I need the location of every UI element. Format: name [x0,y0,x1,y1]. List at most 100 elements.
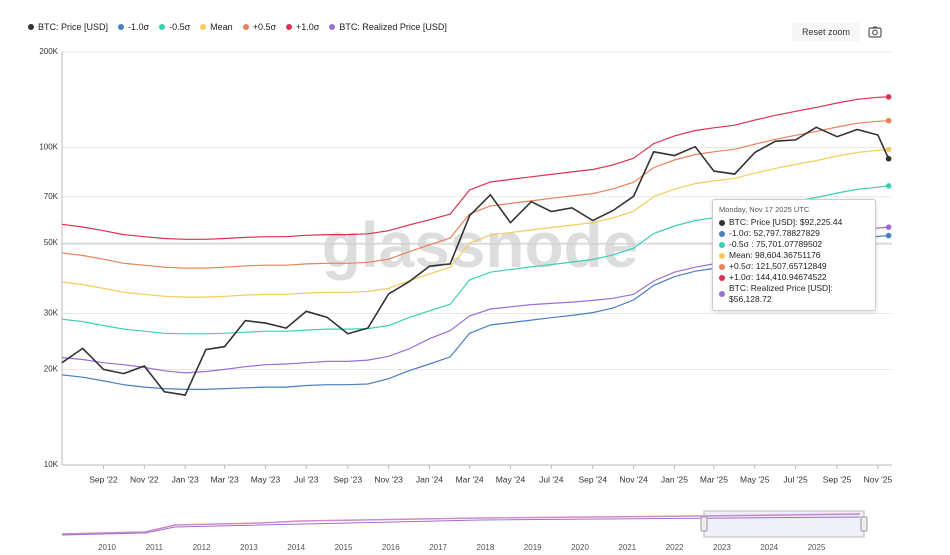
navigator-year: 2011 [146,543,164,552]
x-tick-label: Jul '25 [783,474,808,484]
navigator [61,510,892,538]
navigator-window[interactable] [703,510,865,538]
legend-item[interactable]: -1.0σ [118,22,149,32]
navigator-year: 2022 [666,543,684,552]
tooltip-swatch [719,241,725,248]
legend-swatch [200,24,207,30]
x-tick-label: Nov '25 [864,474,893,484]
legend-item[interactable]: -0.5σ [159,22,190,32]
x-tick-label: Jul '24 [539,474,564,484]
navigator-bg [62,512,892,536]
tooltip: Monday, Nov 17 2025 UTC BTC: Price [USD]:… [712,199,876,311]
legend-label: +1.0σ [296,22,320,32]
x-tick-label: Mar '24 [456,474,484,484]
navigator-year: 2020 [571,543,589,552]
x-tick-label: Sep '22 [89,474,118,484]
y-tick-label: 70K [44,192,59,201]
navigator-year: 2018 [477,543,495,552]
navigator-line [61,513,861,535]
x-tick-label: Sep '23 [334,474,363,484]
tooltip-swatch [719,274,725,281]
tooltip-row: +0.5σ: 121,507.65712849 [719,261,869,272]
navigator-year: 2025 [808,543,826,552]
legend-swatch [28,24,34,30]
navigator-year: 2010 [98,543,116,552]
legend-item[interactable]: Mean [200,22,233,32]
navigator-year: 2016 [382,543,400,552]
end-marker [885,232,892,239]
tooltip-swatch [719,252,725,259]
x-tick-label: Mar '23 [211,474,239,484]
end-marker [885,146,892,153]
x-tick-label: May '25 [740,474,770,484]
tooltip-row: +1.0σ: 144,410.94674522 [719,272,869,283]
tooltip-text: BTC: Price [USD]: $92,225.44 [729,217,843,227]
navigator-line [61,516,861,536]
x-tick-label: May '23 [251,474,281,484]
legend-label: +0.5σ [252,22,277,32]
end-marker [885,155,892,162]
y-tick-label: 100K [39,143,58,152]
legend-swatch [286,24,293,30]
tooltip-row: BTC: Realized Price [USD]: $56,128.72 [719,283,869,305]
y-tick-label: 20K [44,365,59,374]
legend-swatch [118,24,125,30]
end-marker [885,183,892,189]
legend-label: -1.0σ [128,22,150,32]
y-tick-label: 30K [44,309,59,318]
tooltip-text: BTC: Realized Price [USD]: $56,128.72 [729,283,833,304]
x-tick-label: Jan '25 [661,474,688,484]
tooltip-row: -1.0σ: 52,797.78827829 [719,228,869,239]
tooltip-text: Mean: 98,604.36751176 [729,250,821,260]
end-marker [885,224,892,230]
x-tick-label: Sep '25 [823,474,852,484]
y-tick-label: 50K [44,238,59,247]
navigator-year: 2024 [760,543,778,552]
legend-swatch [159,24,166,30]
tooltip-row: Mean: 98,604.36751176 [719,250,869,261]
camera-icon[interactable] [866,24,884,40]
end-marker [885,117,892,124]
legend-label: -0.5σ [169,22,191,32]
tooltip-row: BTC: Price [USD]: $92,225.44 [719,217,869,228]
x-tick-label: Nov '22 [130,474,159,484]
navigator-handle[interactable] [700,516,708,532]
navigator-year: 2021 [618,543,636,552]
y-tick-label: 200K [39,47,58,56]
tooltip-text: +0.5σ: 121,507.65712849 [729,261,827,271]
tooltip-swatch [719,263,725,270]
x-tick-label: Nov '23 [374,474,403,484]
legend: BTC: Price [USD] -1.0σ -0.5σ Mean +0.5σ +1.0σ… [28,22,447,32]
tooltip-swatch [719,291,725,297]
tooltip-swatch [719,219,725,226]
x-tick-label: Sep '24 [578,474,607,484]
x-tick-label: Jul '23 [294,474,319,484]
navigator-year: 2017 [429,543,447,552]
end-marker [885,94,892,100]
tooltip-text: -0.5σ : 75,701.07789502 [729,239,823,249]
legend-item[interactable]: BTC: Realized Price [USD] [329,22,447,32]
legend-item[interactable]: BTC: Price [USD] [28,22,108,32]
watermark: glassnode [322,209,639,281]
reset-zoom-button[interactable]: Reset zoom [792,22,860,42]
legend-label: BTC: Realized Price [USD] [339,22,447,32]
legend-label: Mean [210,22,233,32]
tooltip-text: -1.0σ: 52,797.78827829 [729,228,820,238]
legend-item[interactable]: +0.5σ [242,22,277,32]
navigator-year: 2015 [335,543,353,552]
navigator-year: 2023 [713,543,731,552]
x-tick-label: Jan '23 [172,474,199,484]
legend-label: BTC: Price [USD] [38,22,109,32]
x-tick-label: Mar '25 [700,474,728,484]
y-tick-label: 10K [44,460,59,469]
navigator-handle[interactable] [860,516,868,532]
tooltip-date: Monday, Nov 17 2025 UTC [719,205,810,214]
tooltip-text: +1.0σ: 144,410.94674522 [729,272,827,282]
tooltip-row: -0.5σ : 75,701.07789502 [719,239,869,250]
navigator-year: 2013 [240,543,258,552]
navigator-year: 2014 [287,543,305,552]
legend-swatch [329,24,336,30]
navigator-year: 2019 [524,543,542,552]
legend-item[interactable]: +1.0σ [286,22,319,32]
